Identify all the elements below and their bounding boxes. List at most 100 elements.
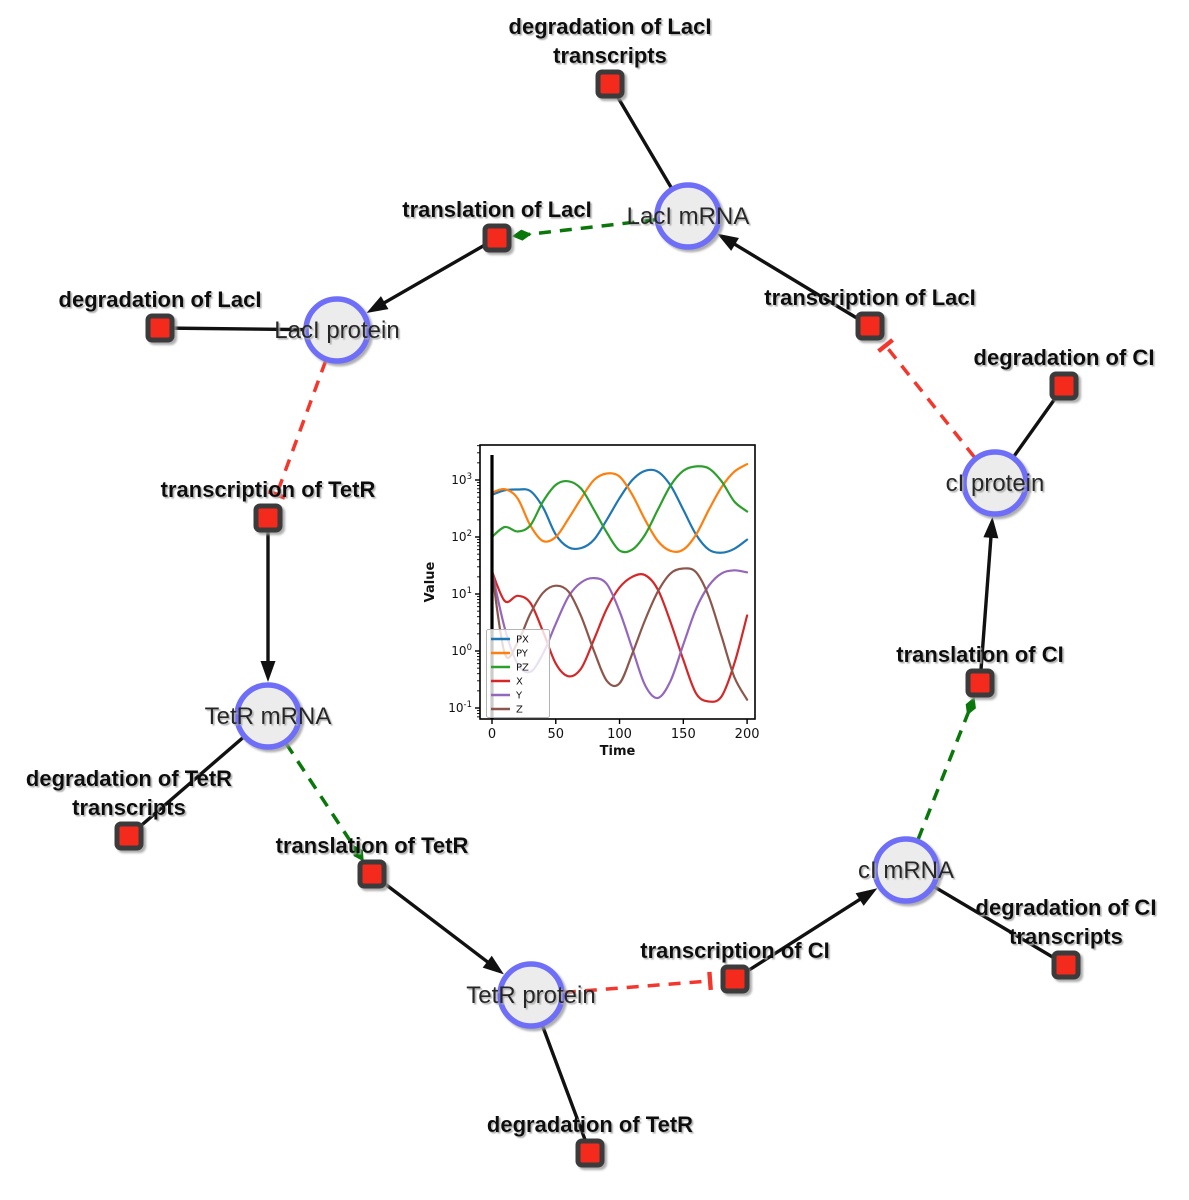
reaction-label-transcription-of-laci: transcription of LacI <box>764 285 975 310</box>
chart-series-PY <box>490 463 749 553</box>
production-arrowhead-icon <box>366 296 389 314</box>
reaction-node-degradation-of-tetr-transcripts[interactable] <box>114 821 144 851</box>
chart-legend: PX PY PZ XYZ <box>486 629 550 718</box>
reaction-node-degradation-of-laci[interactable] <box>145 313 175 343</box>
species-label-laci-protein: LacI protein <box>274 317 399 344</box>
y-axis-label: Value <box>423 561 438 602</box>
legend-label-Y: Y <box>515 691 523 702</box>
species-label-tetr-protein: TetR protein <box>466 982 595 1009</box>
y-tick-exponent: 0 <box>467 643 472 653</box>
species-node-ci-mrna[interactable] <box>872 836 940 904</box>
edge-production-translation-of-laci-laci-protein <box>377 236 498 308</box>
reaction-label-degradation-of-tetr: degradation of TetR <box>487 1112 693 1137</box>
reaction-label-translation-of-ci: translation of CI <box>896 642 1063 667</box>
species-label-ci-mrna: cI mRNA <box>858 857 954 884</box>
species-node-tetr-mrna[interactable] <box>234 682 302 750</box>
edge-production-transcription-of-laci-laci-mrna <box>728 239 871 328</box>
reaction-node-degradation-of-laci-transcripts[interactable] <box>595 69 625 99</box>
x-tick-label: 50 <box>548 727 565 742</box>
reaction-label-degradation-of-ci: degradation of CI <box>974 345 1155 370</box>
catalysis-arrowhead-icon <box>965 696 976 716</box>
edges-layer <box>127 83 1067 1154</box>
reaction-label-degradation-of-tetr-transcripts: degradation of TetR <box>26 766 232 791</box>
y-tick-base: 10 <box>451 473 466 487</box>
edge-inhibition-tetr-protein-transcription-of-ci <box>563 979 711 995</box>
legend-label-Z: Z <box>516 705 523 716</box>
y-tick-label: 101 <box>451 586 472 601</box>
edge-inhibition-laci-protein-transcription-of-tetr <box>274 360 328 496</box>
reaction-node-transcription-of-ci[interactable] <box>720 964 750 994</box>
x-tick-label: 150 <box>671 727 696 742</box>
species-node-tetr-protein[interactable] <box>497 961 565 1029</box>
production-arrowhead-icon <box>717 233 739 251</box>
reaction-label-transcription-of-ci: transcription of CI <box>640 938 829 963</box>
species-label-ci-protein: cI protein <box>946 470 1045 497</box>
chart-series-PZ <box>490 465 749 554</box>
reaction-node-degradation-of-ci[interactable] <box>1049 371 1079 401</box>
reaction-label-degradation-of-tetr-transcripts: transcripts <box>72 795 186 820</box>
inhibition-tbar-icon <box>267 489 286 500</box>
reaction-label-degradation-of-laci-transcripts: degradation of LacI <box>509 14 712 39</box>
production-arrowhead-icon <box>482 955 504 975</box>
edge-production-translation-of-tetr-tetr-protein <box>370 872 494 968</box>
chart-series-X <box>490 570 749 703</box>
catalysis-arrowhead-icon <box>511 229 532 241</box>
x-tick-label: 200 <box>735 727 760 742</box>
legend-label-PX: PX <box>516 635 529 646</box>
species-label-tetr-mrna: TetR mRNA <box>205 703 332 730</box>
reaction-label-translation-of-laci: translation of LacI <box>402 197 591 222</box>
y-tick-exponent: -1 <box>464 700 472 710</box>
reaction-label-transcription-of-tetr: transcription of TetR <box>161 477 376 502</box>
legend-label-PY: PY <box>516 649 529 660</box>
inhibition-tbar-icon <box>877 338 894 353</box>
inhibition-tbar-icon <box>707 971 713 991</box>
species-node-laci-protein[interactable] <box>303 296 371 364</box>
legend-label-PZ: PZ <box>516 663 529 674</box>
y-tick-base: 10 <box>451 530 466 544</box>
chart-series-PX <box>490 468 749 554</box>
production-arrowhead-icon <box>855 888 878 906</box>
y-tick-exponent: 2 <box>467 529 472 539</box>
reaction-node-transcription-of-laci[interactable] <box>855 311 885 341</box>
x-tick-label: 100 <box>607 727 632 742</box>
chart-series-layer <box>490 463 749 703</box>
reaction-node-degradation-of-ci-transcripts[interactable] <box>1051 950 1081 980</box>
species-node-laci-mrna[interactable] <box>654 182 722 250</box>
y-tick-label: 102 <box>451 529 472 544</box>
edge-catalysis-tetr-mrna-translation-of-tetr <box>284 742 356 849</box>
labels-layer: degradation of LacI transcripts translatio… <box>26 14 1157 1137</box>
reaction-node-transcription-of-tetr[interactable] <box>253 503 283 533</box>
catalysis-arrowhead-icon <box>352 844 364 862</box>
reaction-label-degradation-of-ci-transcripts: transcripts <box>1009 924 1123 949</box>
y-tick-base: 10 <box>451 587 466 601</box>
edge-catalysis-laci-mrna-translation-of-laci <box>528 218 656 237</box>
reaction-node-translation-of-tetr[interactable] <box>357 859 387 889</box>
y-tick-exponent: 1 <box>467 586 472 596</box>
reaction-label-degradation-of-ci-transcripts: degradation of CI <box>976 895 1157 920</box>
production-arrowhead-icon <box>983 516 999 539</box>
reaction-node-degradation-of-tetr[interactable] <box>575 1138 605 1168</box>
species-label-laci-mrna: LacI mRNA <box>627 203 750 230</box>
nodes-layer <box>114 69 1081 1168</box>
production-arrowhead-icon <box>260 661 276 682</box>
species-node-ci-protein[interactable] <box>961 449 1029 517</box>
y-tick-label: 100 <box>451 643 472 658</box>
y-tick-base: 10 <box>448 701 463 715</box>
edge-production-transcription-of-ci-ci-mrna <box>734 894 867 981</box>
chart-frame <box>479 444 756 720</box>
reaction-node-translation-of-laci[interactable] <box>482 223 512 253</box>
y-tick-exponent: 3 <box>467 472 472 482</box>
y-tick-base: 10 <box>451 644 466 658</box>
chart-series-Z <box>490 567 749 701</box>
edge-inhibition-ci-protein-transcription-of-laci <box>884 344 976 459</box>
reaction-node-translation-of-ci[interactable] <box>965 668 995 698</box>
y-tick-label: 103 <box>451 472 472 487</box>
reaction-label-degradation-of-laci-transcripts: transcripts <box>553 43 667 68</box>
reaction-label-translation-of-tetr: translation of TetR <box>276 833 469 858</box>
x-tick-label: 0 <box>488 727 496 742</box>
reaction-label-degradation-of-laci: degradation of LacI <box>59 287 262 312</box>
y-tick-label: 10-1 <box>448 700 472 715</box>
